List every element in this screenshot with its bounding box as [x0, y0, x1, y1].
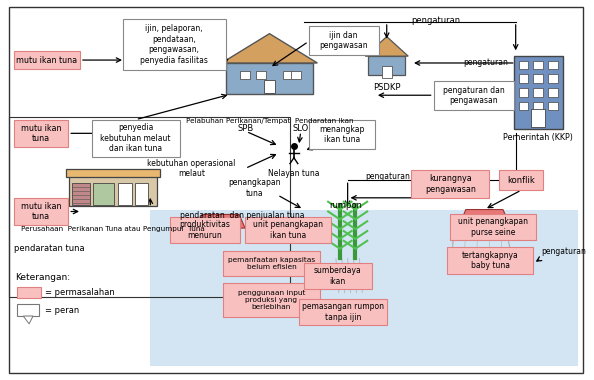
Text: mutu ikan
tuna: mutu ikan tuna — [21, 124, 61, 143]
Text: = permasalahan: = permasalahan — [45, 288, 115, 297]
Text: unit penangkapan
ikan tuna: unit penangkapan ikan tuna — [253, 220, 323, 240]
FancyBboxPatch shape — [382, 66, 391, 78]
Text: penggunaan input
produksi yang
berlebihan: penggunaan input produksi yang berlebiha… — [238, 290, 305, 310]
FancyBboxPatch shape — [548, 60, 558, 69]
Text: unit penangkapan
purse seine: unit penangkapan purse seine — [458, 217, 528, 237]
Text: tertangkapnya
baby tuna: tertangkapnya baby tuna — [462, 251, 519, 270]
Text: rumpon: rumpon — [329, 201, 362, 209]
FancyBboxPatch shape — [14, 51, 80, 69]
Text: = peran: = peran — [45, 306, 79, 315]
Text: kebutuhan operasional
melaut: kebutuhan operasional melaut — [147, 159, 235, 178]
Text: konflik: konflik — [507, 176, 535, 185]
FancyBboxPatch shape — [14, 120, 68, 147]
FancyBboxPatch shape — [447, 247, 533, 274]
Text: Pemerintah (KKP): Pemerintah (KKP) — [503, 133, 573, 142]
FancyBboxPatch shape — [308, 120, 375, 149]
FancyBboxPatch shape — [411, 171, 489, 198]
Text: mutu ikan tuna: mutu ikan tuna — [16, 55, 77, 65]
FancyBboxPatch shape — [72, 183, 90, 205]
FancyBboxPatch shape — [118, 183, 132, 205]
FancyBboxPatch shape — [499, 171, 543, 190]
Text: pemanfaatan kapasitas
belum efisien: pemanfaatan kapasitas belum efisien — [228, 257, 315, 270]
FancyBboxPatch shape — [304, 263, 372, 289]
Text: penangkapan
tuna: penangkapan tuna — [229, 178, 281, 198]
FancyBboxPatch shape — [223, 283, 320, 317]
Text: Perusahaan  Perikanan Tuna atau Pengumpul  Tuna: Perusahaan Perikanan Tuna atau Pengumpul… — [21, 226, 205, 232]
FancyBboxPatch shape — [135, 183, 148, 205]
Text: Pelabuhan Perikanan/Tempat  Pendaratan Ikan: Pelabuhan Perikanan/Tempat Pendaratan Ik… — [186, 118, 353, 124]
Text: pengaturan: pengaturan — [463, 58, 508, 67]
FancyBboxPatch shape — [256, 71, 266, 79]
FancyBboxPatch shape — [533, 74, 543, 83]
FancyBboxPatch shape — [93, 183, 114, 205]
FancyBboxPatch shape — [548, 101, 558, 110]
FancyBboxPatch shape — [531, 109, 545, 127]
Text: PSDKP: PSDKP — [373, 82, 400, 92]
Text: Nelayan tuna: Nelayan tuna — [268, 168, 320, 177]
Text: SPB: SPB — [238, 124, 254, 133]
Polygon shape — [222, 34, 317, 63]
FancyBboxPatch shape — [368, 56, 405, 76]
FancyBboxPatch shape — [226, 63, 314, 94]
Text: ijin dan
pengawasan: ijin dan pengawasan — [320, 31, 368, 50]
FancyBboxPatch shape — [17, 287, 41, 298]
Text: kurangnya
pengawasan: kurangnya pengawasan — [425, 174, 476, 194]
FancyBboxPatch shape — [123, 19, 226, 70]
Text: pendaratan  dan penjualan tuna: pendaratan dan penjualan tuna — [179, 212, 304, 220]
Text: pendaratan tuna: pendaratan tuna — [14, 244, 84, 253]
Text: pengaturan dan
pengawasan: pengaturan dan pengawasan — [443, 86, 504, 105]
FancyBboxPatch shape — [69, 175, 157, 206]
Text: sumberdaya
ikan: sumberdaya ikan — [314, 266, 362, 286]
Polygon shape — [460, 209, 509, 223]
Text: pengaturan: pengaturan — [541, 247, 586, 256]
Polygon shape — [196, 214, 245, 228]
Text: Keterangan:: Keterangan: — [15, 273, 71, 282]
FancyBboxPatch shape — [150, 209, 578, 366]
Text: ijin, pelaporan,
pendataan,
pengawasan,
penyedia fasilitas: ijin, pelaporan, pendataan, pengawasan, … — [140, 24, 208, 65]
FancyBboxPatch shape — [170, 217, 240, 243]
Polygon shape — [23, 316, 33, 324]
FancyBboxPatch shape — [67, 169, 160, 177]
FancyBboxPatch shape — [450, 214, 536, 240]
FancyBboxPatch shape — [291, 71, 301, 79]
Text: menangkap
ikan tuna: menangkap ikan tuna — [319, 125, 365, 144]
Text: penyedia
kebutuhan melaut
dan ikan tuna: penyedia kebutuhan melaut dan ikan tuna — [100, 124, 171, 153]
FancyBboxPatch shape — [14, 198, 68, 225]
FancyBboxPatch shape — [548, 74, 558, 83]
FancyBboxPatch shape — [434, 81, 514, 110]
FancyBboxPatch shape — [91, 120, 179, 157]
Text: pengaturan: pengaturan — [365, 173, 410, 181]
FancyBboxPatch shape — [308, 26, 379, 55]
FancyBboxPatch shape — [17, 304, 39, 316]
FancyBboxPatch shape — [264, 79, 276, 93]
FancyBboxPatch shape — [533, 60, 543, 69]
FancyBboxPatch shape — [283, 71, 293, 79]
FancyBboxPatch shape — [519, 74, 529, 83]
FancyBboxPatch shape — [533, 101, 543, 110]
FancyBboxPatch shape — [245, 217, 331, 243]
Text: pemasangan rumpon
tanpa ijin: pemasangan rumpon tanpa ijin — [302, 302, 384, 322]
FancyBboxPatch shape — [519, 60, 529, 69]
FancyBboxPatch shape — [519, 88, 529, 97]
Text: SLO: SLO — [293, 124, 309, 133]
FancyBboxPatch shape — [548, 88, 558, 97]
Text: pengaturan: pengaturan — [411, 16, 460, 25]
Text: mutu ikan
tuna: mutu ikan tuna — [21, 202, 61, 221]
FancyBboxPatch shape — [223, 250, 320, 276]
FancyBboxPatch shape — [240, 71, 250, 79]
FancyBboxPatch shape — [299, 299, 387, 325]
Polygon shape — [365, 36, 408, 56]
Text: produktivitas
menurun: produktivitas menurun — [179, 220, 230, 240]
FancyBboxPatch shape — [533, 88, 543, 97]
FancyBboxPatch shape — [514, 55, 563, 129]
FancyBboxPatch shape — [519, 101, 529, 110]
